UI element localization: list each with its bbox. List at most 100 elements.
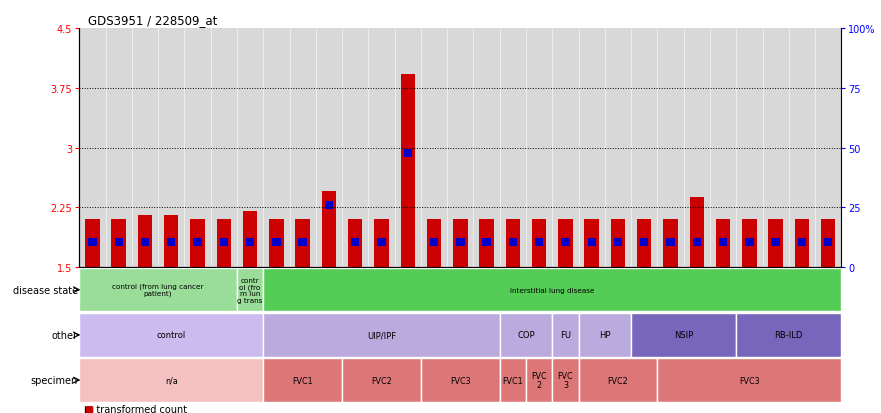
Text: GDS3951 / 228509_at: GDS3951 / 228509_at — [88, 14, 218, 27]
Bar — [272, 238, 280, 246]
Bar — [351, 238, 359, 246]
Bar — [295, 220, 310, 268]
Bar — [88, 238, 97, 246]
Text: control: control — [157, 330, 186, 339]
Bar — [79, 313, 263, 357]
Bar — [657, 358, 841, 402]
Bar — [535, 238, 544, 246]
Bar — [506, 220, 520, 268]
Bar — [690, 197, 704, 268]
Bar — [270, 220, 284, 268]
Bar — [640, 238, 648, 246]
Bar — [742, 220, 757, 268]
Bar — [483, 238, 491, 246]
Bar — [453, 220, 468, 268]
Bar — [426, 220, 441, 268]
Bar — [141, 238, 149, 246]
Bar — [115, 238, 123, 246]
Bar — [532, 220, 546, 268]
Bar — [479, 220, 494, 268]
Bar — [579, 313, 631, 357]
Bar — [797, 238, 806, 246]
Bar — [403, 150, 412, 158]
Bar — [552, 313, 579, 357]
Text: interstitial lung disease: interstitial lung disease — [510, 287, 595, 293]
Bar — [377, 238, 386, 246]
Bar — [637, 220, 651, 268]
Bar — [588, 238, 596, 246]
Bar — [246, 238, 255, 246]
Text: n/a: n/a — [165, 376, 178, 385]
Text: FVC
2: FVC 2 — [531, 371, 547, 389]
Text: RB-ILD: RB-ILD — [774, 330, 803, 339]
Bar — [561, 238, 570, 246]
Bar — [401, 75, 415, 268]
Bar — [768, 220, 783, 268]
Bar — [614, 238, 622, 246]
Bar — [579, 358, 657, 402]
Bar — [716, 220, 730, 268]
Bar — [112, 220, 126, 268]
Bar — [500, 313, 552, 357]
Bar — [243, 212, 257, 268]
Bar — [821, 220, 835, 268]
Bar — [137, 216, 152, 268]
Text: COP: COP — [517, 330, 535, 339]
Bar — [456, 238, 464, 246]
Bar — [552, 358, 579, 402]
Bar — [85, 220, 100, 268]
Bar — [79, 358, 263, 402]
Bar — [374, 220, 389, 268]
Bar — [421, 358, 500, 402]
Bar — [348, 220, 362, 268]
Text: other: other — [52, 330, 78, 340]
Bar — [430, 238, 438, 246]
Bar — [508, 238, 517, 246]
Text: NSIP: NSIP — [674, 330, 693, 339]
Bar — [164, 216, 179, 268]
Bar — [737, 313, 841, 357]
Text: HP: HP — [599, 330, 611, 339]
Bar — [190, 220, 204, 268]
Bar — [666, 238, 675, 246]
Bar — [342, 358, 421, 402]
Text: FVC3: FVC3 — [739, 376, 759, 385]
Text: FVC2: FVC2 — [371, 376, 392, 385]
Text: control (from lung cancer
patient): control (from lung cancer patient) — [113, 283, 204, 297]
Text: ■: ■ — [84, 404, 93, 413]
Bar — [79, 268, 237, 312]
Bar — [559, 220, 573, 268]
Bar — [299, 238, 307, 246]
Bar — [263, 268, 841, 312]
Bar — [217, 220, 231, 268]
Bar — [824, 238, 833, 246]
Bar — [692, 238, 701, 246]
Text: disease state: disease state — [13, 285, 78, 295]
Bar — [237, 268, 263, 312]
Bar — [500, 358, 526, 402]
Bar — [795, 220, 809, 268]
Text: FU: FU — [560, 330, 571, 339]
Bar — [322, 192, 337, 268]
Bar — [325, 202, 333, 209]
Text: ■ transformed count: ■ transformed count — [84, 404, 187, 413]
Bar — [219, 238, 228, 246]
Bar — [263, 358, 342, 402]
Bar — [611, 220, 626, 268]
Text: FVC2: FVC2 — [608, 376, 628, 385]
Bar — [772, 238, 780, 246]
Text: FVC
3: FVC 3 — [558, 371, 574, 389]
Text: specimen: specimen — [31, 375, 78, 385]
Text: FVC1: FVC1 — [502, 376, 523, 385]
Bar — [631, 313, 737, 357]
Bar — [719, 238, 728, 246]
Text: FVC3: FVC3 — [450, 376, 470, 385]
Text: contr
ol (fro
m lun
g trans: contr ol (fro m lun g trans — [237, 277, 263, 303]
Bar — [526, 358, 552, 402]
Bar — [193, 238, 202, 246]
Text: FVC1: FVC1 — [292, 376, 313, 385]
Bar — [584, 220, 599, 268]
Bar — [167, 238, 175, 246]
Text: UIP/IPF: UIP/IPF — [366, 330, 396, 339]
Bar — [263, 313, 500, 357]
